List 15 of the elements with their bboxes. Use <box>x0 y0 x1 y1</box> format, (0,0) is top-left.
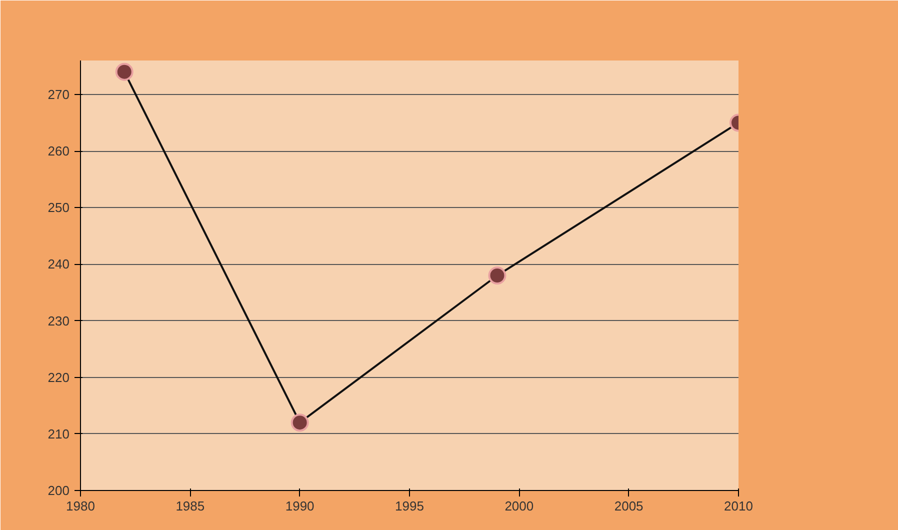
x-tick-label: 2005 <box>614 498 644 514</box>
y-tick-label: 230 <box>48 313 70 328</box>
x-tick-label: 1985 <box>176 498 205 514</box>
x-tick-label: 1990 <box>285 498 314 514</box>
y-tick-label: 240 <box>48 256 70 272</box>
x-tick-label: 2010 <box>724 498 753 514</box>
y-tick-label: 200 <box>48 483 70 498</box>
y-tick-label: 270 <box>48 86 70 102</box>
y-tick-label: 210 <box>48 426 70 442</box>
x-tick-label: 1995 <box>395 498 424 514</box>
x-tick-label: 2000 <box>504 498 534 514</box>
y-tick-label: 260 <box>48 144 70 159</box>
x-tick-label: 1980 <box>66 498 95 514</box>
y-tick-label: 220 <box>48 370 70 385</box>
y-tick-label: 250 <box>48 200 70 216</box>
